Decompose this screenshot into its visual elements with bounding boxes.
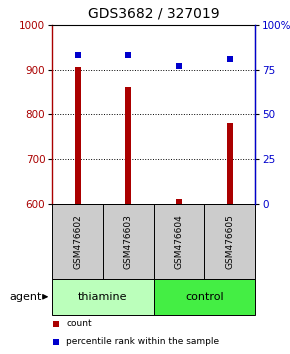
Text: count: count	[66, 319, 92, 328]
Bar	[75, 67, 81, 204]
Text: percentile rank within the sample: percentile rank within the sample	[66, 337, 220, 346]
Point	[188, 249, 193, 254]
Point	[177, 63, 182, 69]
Bar	[154, 204, 204, 279]
Bar	[176, 199, 182, 204]
Point	[126, 52, 130, 58]
Text: agent: agent	[10, 292, 42, 302]
Text: GSM476602: GSM476602	[73, 214, 82, 269]
Bar	[52, 204, 103, 279]
Bar	[125, 87, 131, 204]
Bar	[103, 204, 154, 279]
Point	[227, 56, 232, 62]
Bar	[154, 279, 255, 315]
Bar	[204, 204, 255, 279]
Text: thiamine: thiamine	[78, 292, 128, 302]
Bar	[52, 279, 154, 315]
Title: GDS3682 / 327019: GDS3682 / 327019	[88, 7, 220, 21]
Point	[75, 52, 80, 58]
Text: GSM476605: GSM476605	[225, 214, 234, 269]
Text: GSM476604: GSM476604	[175, 214, 184, 269]
Point	[188, 86, 193, 91]
Text: GSM476603: GSM476603	[124, 214, 133, 269]
Bar	[227, 123, 233, 204]
Text: control: control	[185, 292, 224, 302]
